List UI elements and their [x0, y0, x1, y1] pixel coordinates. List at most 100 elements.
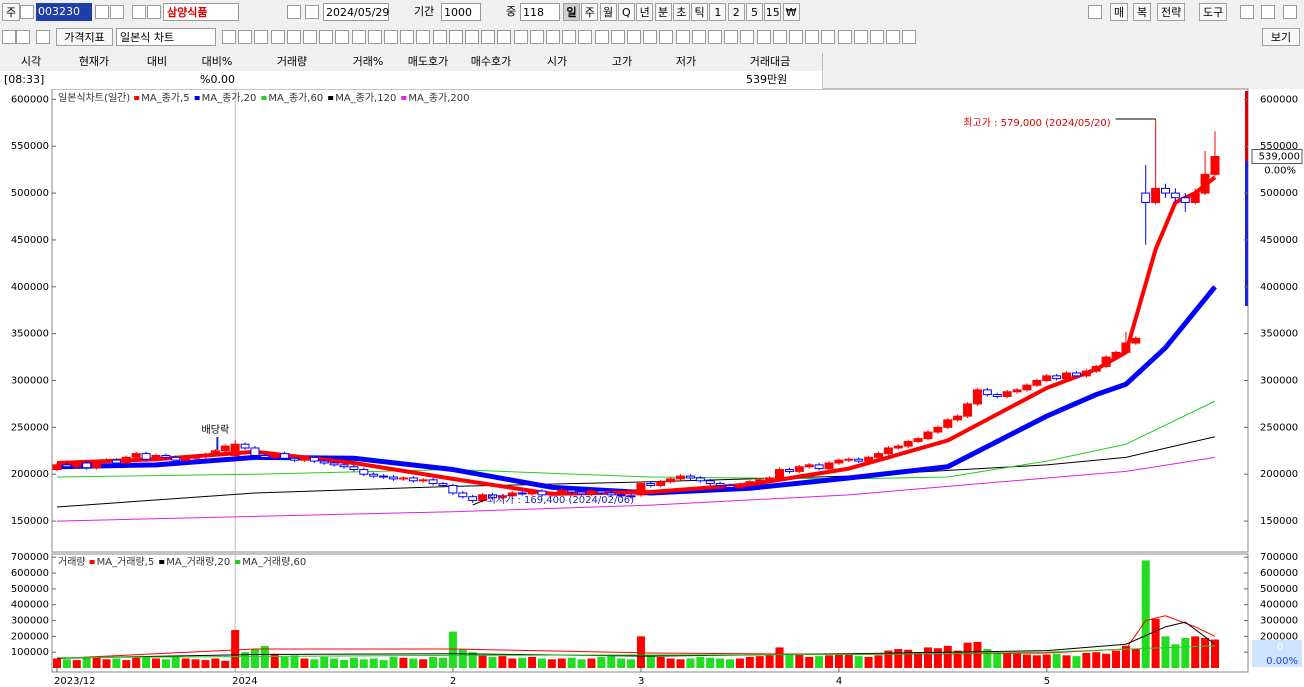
- candle-body: [626, 495, 636, 498]
- code-input[interactable]: 003230: [36, 3, 92, 21]
- icon-button[interactable]: [643, 30, 658, 44]
- y2-tick-label: 300000: [1260, 376, 1298, 387]
- icon-button[interactable]: [432, 30, 447, 44]
- interval-button[interactable]: 틱: [691, 3, 709, 21]
- candle-body: [309, 456, 319, 462]
- icon-button[interactable]: [16, 30, 30, 44]
- icon-button[interactable]: [20, 5, 34, 19]
- interval-button[interactable]: Q: [617, 3, 635, 21]
- candle-body: [438, 483, 448, 486]
- icon-button[interactable]: [335, 30, 350, 44]
- icon-button[interactable]: [286, 30, 301, 44]
- icon-button[interactable]: [610, 30, 625, 44]
- icon-button[interactable]: [594, 30, 609, 44]
- menu-button[interactable]: 도구: [1199, 3, 1228, 21]
- icon-button[interactable]: [821, 30, 836, 44]
- icon-button[interactable]: [497, 30, 512, 44]
- icon-button[interactable]: [254, 30, 269, 44]
- icon-button[interactable]: [513, 30, 528, 44]
- icon-button[interactable]: [870, 30, 884, 44]
- icon-button[interactable]: [110, 5, 124, 19]
- icon-button[interactable]: [675, 30, 690, 44]
- icon-button[interactable]: [270, 30, 285, 44]
- volume-bar: [409, 658, 418, 668]
- icon-button[interactable]: [1283, 5, 1297, 19]
- count-input[interactable]: 118: [520, 3, 560, 21]
- icon-button[interactable]: [287, 5, 301, 19]
- icon-button[interactable]: [902, 30, 917, 44]
- volume-bar: [1112, 650, 1121, 668]
- icon-button[interactable]: [319, 30, 334, 44]
- chart-style-select[interactable]: 일본식 차트: [116, 28, 216, 46]
- icon-button[interactable]: [303, 30, 317, 44]
- candle-body: [577, 491, 587, 495]
- interval-button[interactable]: 15: [764, 3, 782, 21]
- icon-button[interactable]: [1240, 5, 1254, 19]
- icon-button[interactable]: [805, 30, 820, 44]
- icon-button[interactable]: [691, 30, 706, 44]
- icon-button[interactable]: [416, 30, 431, 44]
- icon-button[interactable]: [147, 5, 161, 19]
- menu-button[interactable]: 전략: [1157, 3, 1186, 21]
- interval-button[interactable]: 주: [581, 3, 599, 21]
- menu-button[interactable]: 매: [1110, 3, 1129, 21]
- indicator-button[interactable]: 가격지표: [56, 28, 113, 46]
- volume-bar: [1102, 653, 1111, 668]
- period-input[interactable]: 1000: [441, 3, 481, 21]
- volume-bar: [191, 659, 200, 668]
- icon-button[interactable]: [400, 30, 415, 44]
- interval-button[interactable]: 1: [709, 3, 727, 21]
- icon-button[interactable]: [222, 30, 236, 44]
- y2-tick-label: 200000: [1260, 469, 1298, 480]
- candle-body: [260, 454, 270, 458]
- icon-button[interactable]: [351, 30, 366, 44]
- y2-tick-label: 500000: [1260, 188, 1298, 199]
- volume-bar: [825, 655, 833, 668]
- interval-button[interactable]: 2: [727, 3, 745, 21]
- interval-button[interactable]: 월: [599, 3, 617, 21]
- icon-button[interactable]: [465, 30, 479, 44]
- icon-button[interactable]: [238, 30, 253, 44]
- interval-button[interactable]: 분: [654, 3, 672, 21]
- icon-button[interactable]: [367, 30, 382, 44]
- icon-button[interactable]: [481, 30, 496, 44]
- icon-button[interactable]: [756, 30, 771, 44]
- icon-button[interactable]: [384, 30, 398, 44]
- icon-button[interactable]: [2, 30, 16, 44]
- icon-button[interactable]: [95, 5, 109, 19]
- menu-button[interactable]: 복: [1133, 3, 1152, 21]
- icon-button[interactable]: [305, 5, 319, 19]
- icon-button[interactable]: [789, 30, 803, 44]
- icon-button[interactable]: [659, 30, 674, 44]
- icon-button[interactable]: [1261, 5, 1275, 19]
- icon-button[interactable]: [740, 30, 755, 44]
- icon-button[interactable]: [529, 30, 544, 44]
- date-input[interactable]: 2024/05/29: [323, 3, 389, 21]
- volume-bar: [488, 656, 497, 668]
- icon-button[interactable]: [886, 30, 901, 44]
- interval-button[interactable]: 일: [563, 3, 580, 21]
- icon-button[interactable]: [562, 30, 577, 44]
- icon-button[interactable]: [1088, 5, 1102, 19]
- candle-body: [725, 484, 735, 488]
- icon-button[interactable]: [36, 30, 50, 44]
- icon-button[interactable]: [132, 5, 146, 19]
- icon-button[interactable]: [627, 30, 641, 44]
- low-annotation: 최저가 : 169,400 (2024/02/06): [487, 494, 634, 506]
- interval-button[interactable]: 5: [746, 3, 763, 21]
- candle-body: [141, 453, 151, 460]
- icon-button[interactable]: [578, 30, 593, 44]
- market-button[interactable]: 주: [2, 3, 20, 21]
- icon-button[interactable]: [448, 30, 463, 44]
- icon-button[interactable]: [546, 30, 560, 44]
- interval-button[interactable]: 초: [672, 3, 690, 21]
- view-button[interactable]: 보기: [1262, 28, 1300, 46]
- icon-button[interactable]: [837, 30, 852, 44]
- icon-button[interactable]: [724, 30, 739, 44]
- interval-button[interactable]: ₩: [782, 3, 800, 21]
- icon-button[interactable]: [772, 30, 787, 44]
- icon-button[interactable]: [708, 30, 722, 44]
- interval-button[interactable]: 년: [636, 3, 654, 21]
- range-bar: [1245, 91, 1248, 161]
- icon-button[interactable]: [853, 30, 868, 44]
